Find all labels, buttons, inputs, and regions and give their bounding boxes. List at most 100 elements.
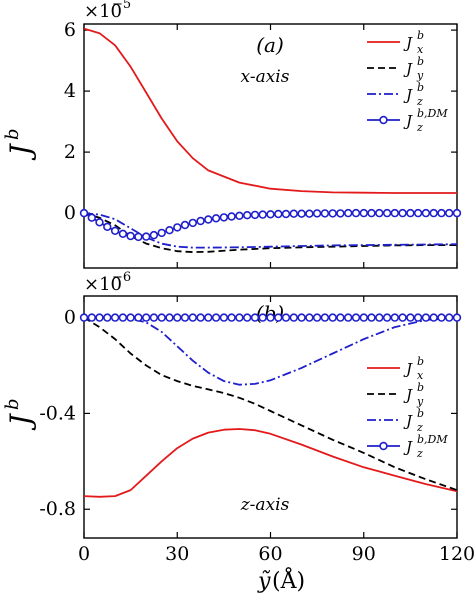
panel-a-legend-sub: z [416,121,423,134]
panel-b-data-point [196,313,205,322]
panel-a-data-point [445,208,454,218]
panel-b-data-point [445,313,454,322]
panel-a-series-line-x [84,27,457,194]
panel-a-frame [83,23,458,269]
panel-a-data-point [87,213,97,222]
panel-b-data-point [328,313,337,322]
panel-a-data-point [359,208,368,218]
panel-a-data-point [134,232,143,242]
panel-b-data-point [281,313,291,322]
panel-b-ylabel: J b [2,398,37,430]
panel-a-ytick-label: 4 [64,80,76,102]
panel-a-data-point [398,208,407,218]
panel-a-data-point [258,210,267,219]
panel-b-legend-sup: b [417,407,424,420]
panel-b-data-point [367,313,376,322]
panel-a-legend-label: J [403,112,413,130]
panel-b-ytick-label: 0 [64,307,76,329]
panel-b-data-point [375,313,384,322]
panel-b-data-point [142,313,151,322]
panel-b-legend-label: J [403,386,413,404]
panel-b-legend-sub: z [416,421,423,434]
panel-a-data-point [142,232,151,241]
panel-b-data-point [103,313,112,322]
panel-a-data-point [110,226,120,236]
panel-a-label: (a) [256,33,284,57]
panel-a-data-point [328,209,337,218]
panel-b-legend-sub: z [416,447,423,460]
panel-b-multiplier-exp: −6 [112,270,131,285]
panel-b-series [79,313,462,498]
panel-b-data-point [188,313,198,322]
panel-a-data-point [390,208,399,218]
panel-b-multiplier: ×10 −6 [84,270,131,295]
panel-b-data-point [452,313,462,322]
panel-b-data-point [312,313,322,322]
panel-b-data-point [382,313,392,322]
panel-a-data-point [336,209,345,218]
panel-a-ylabel-main: J [4,143,37,161]
panel-a-ytick-label: 2 [64,141,76,163]
panel-a-plot-area [84,27,457,253]
panel-b-legend-label: J [403,412,413,430]
panel-a-legend-label: J [403,86,413,104]
panel-a-ylabel: J b [2,128,37,160]
panel-b-data-point [165,313,174,322]
panel-b-ytick-label: -0.4 [39,402,76,424]
panel-b-legend-label: J [403,360,413,378]
panel-a-legend-sub: y [416,69,424,82]
panel-b-data-point [227,313,236,322]
panel-b-data-point [421,313,431,322]
panel-b-series-line-x [84,428,457,498]
panel-b-data-point [79,313,89,322]
panel-b-data-point [406,313,415,322]
panel-b: ×10 −6 J b (b) z-axis 0-0.4-0.80 30 60 90 12… [2,270,474,594]
panel-a-legend-marker [379,115,388,125]
panel-a-legend-sup: b [417,55,424,68]
panel-b-xtick-label: 60 [258,543,282,565]
panel-a-data-point [375,208,384,218]
panel-a-data-point [305,209,314,218]
panel-a-data-point [452,208,462,218]
panel-a-data-point [180,220,190,230]
panel-a-legend-sup: b [417,81,424,94]
panel-a-data-point [429,208,438,218]
panel-a-series-line-z [84,212,457,249]
panel-b-ylabel-sup: b [2,398,23,410]
panel-a-data-point [103,222,112,232]
panel-a-data-point [351,208,361,218]
panel-b-data-point [126,313,135,322]
panel-b-legend-sub: y [416,395,424,408]
panel-a-ylabel-sup: b [2,128,23,140]
panel-a-data-point [413,208,423,218]
panel-a-axis-annotation: x-axis [241,67,290,87]
panel-a-data-point [196,216,205,226]
x-axis-label-var: ỹ [257,569,271,594]
panel-a-ytick-label: 6 [64,19,76,41]
x-axis-label-unit: (Å) [272,566,305,594]
panel-b-data-point [87,313,97,322]
panel-a-data-point [95,218,104,227]
panel-a-data-point [250,210,260,220]
x-axis-label: ỹ (Å) [257,566,305,594]
panel-b-xtick-label: 30 [165,543,189,565]
panel-a-data-point [243,211,252,220]
panel-a-data-point [367,208,376,218]
panel-a-data-point [421,208,431,218]
panel-a-data-point [188,218,198,228]
panel-b-legend-sup: b [417,381,424,394]
panel-b-data-point [398,313,407,322]
panel-b-legend-sub: x [417,369,424,382]
panel-b-data-point [266,313,275,322]
panel-b-data-point [211,313,221,322]
panel-a-legend-sub: z [416,95,423,108]
panel-a-multiplier-base: ×10 [84,1,122,22]
panel-b-plot-area [84,316,457,498]
panel-b-axis-annotation: z-axis [240,495,290,515]
panel-b-xtick-label: 120 [439,543,474,565]
panel-b-data-point [359,313,368,322]
panel-b-data-point [437,313,446,322]
